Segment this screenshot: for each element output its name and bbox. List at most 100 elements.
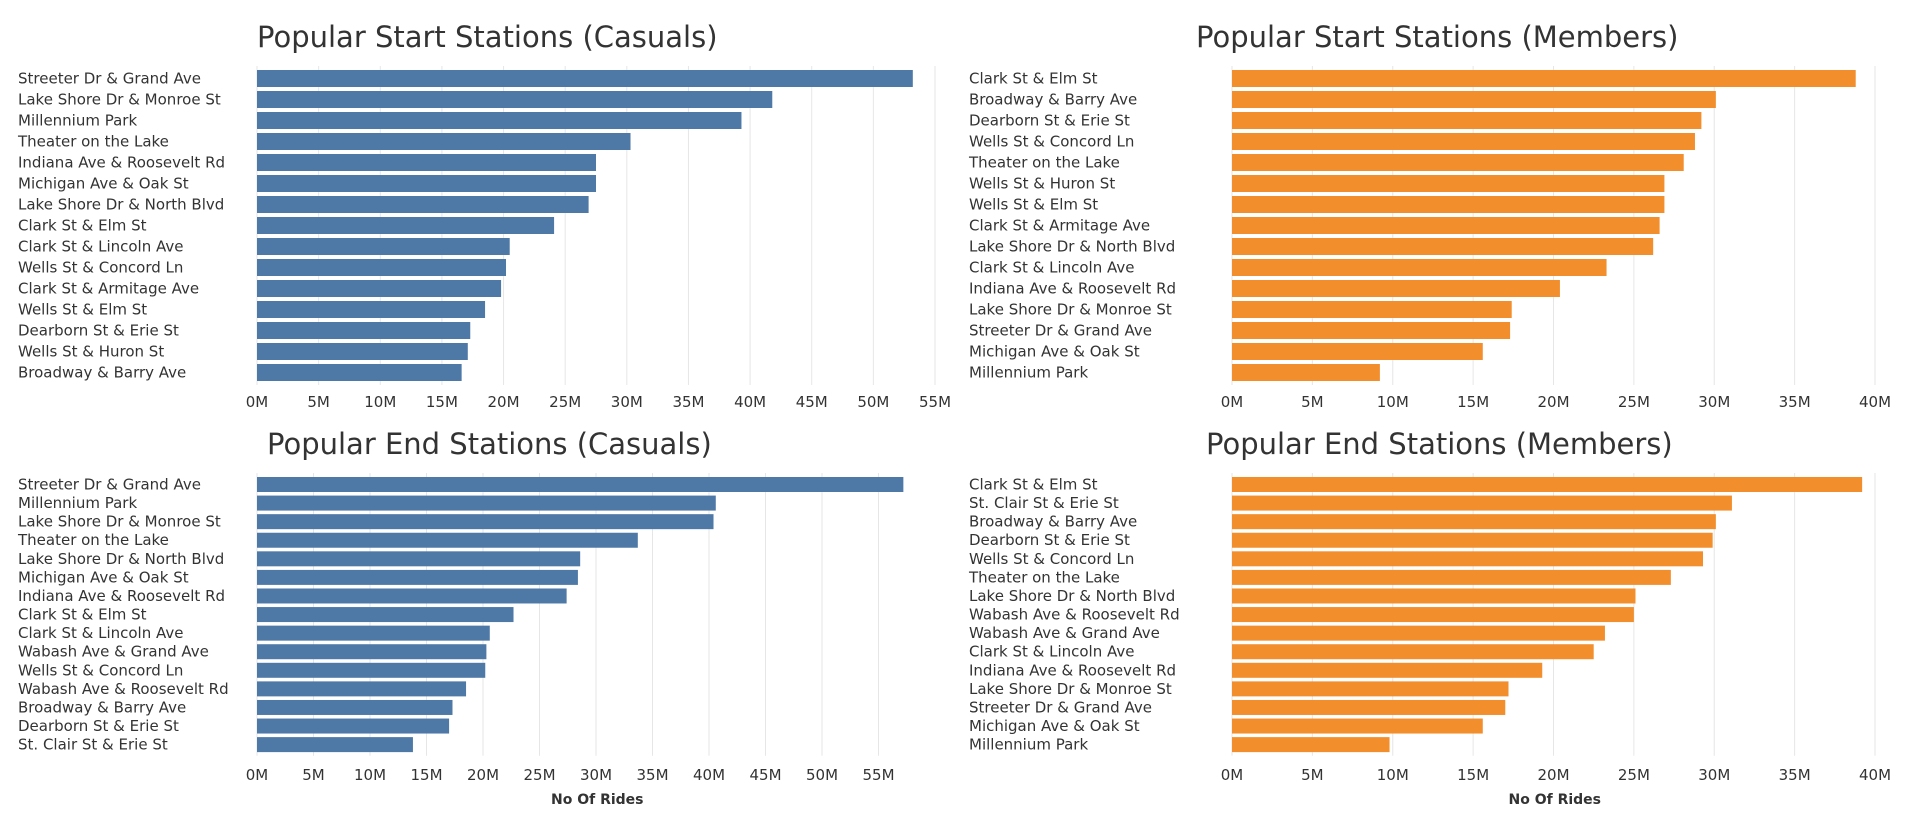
x-tick-label: 15M — [426, 393, 458, 411]
x-tick-label: 55M — [862, 766, 894, 784]
bar — [1232, 737, 1390, 753]
x-tick-label: 35M — [1779, 393, 1811, 411]
category-label: Wells St & Concord Ln — [18, 661, 183, 679]
category-label: Theater on the Lake — [17, 531, 169, 549]
category-label: Clark St & Lincoln Ave — [18, 624, 183, 642]
x-tick-label: 25M — [523, 766, 555, 784]
x-axis-title: No Of Rides — [1508, 792, 1602, 808]
bar — [1232, 301, 1512, 318]
chart-title: Popular Start Stations (Casuals) — [257, 20, 718, 54]
x-tick-label: 30M — [1698, 393, 1730, 411]
bar — [257, 662, 486, 678]
chart-title: Popular End Stations (Members) — [1206, 427, 1673, 461]
bar — [257, 477, 904, 492]
x-tick-label: 55M — [919, 393, 951, 411]
x-tick-label: 20M — [1537, 393, 1569, 411]
category-label: Dearborn St & Erie St — [18, 717, 179, 735]
bar — [1232, 280, 1560, 297]
category-label: Broadway & Barry Ave — [18, 364, 186, 382]
category-label: Theater on the Lake — [968, 154, 1120, 172]
category-label: Millennium Park — [18, 494, 137, 512]
category-label: Streeter Dr & Grand Ave — [969, 698, 1152, 716]
category-label: Clark St & Elm St — [969, 476, 1098, 494]
bar — [257, 259, 507, 276]
category-label: Lake Shore Dr & Monroe St — [18, 513, 221, 531]
bar — [257, 737, 413, 753]
category-label: Wabash Ave & Roosevelt Rd — [969, 606, 1180, 624]
x-tick-label: 5M — [302, 766, 325, 784]
category-label: Michigan Ave & Oak St — [18, 175, 189, 193]
bar — [1232, 699, 1506, 715]
bar — [257, 625, 490, 641]
x-tick-label: 15M — [1457, 766, 1489, 784]
bar — [1232, 514, 1716, 530]
x-tick-label: 30M — [1698, 766, 1730, 784]
category-label: Wells St & Concord Ln — [969, 550, 1134, 568]
bar — [1232, 662, 1543, 678]
bar — [257, 238, 510, 255]
bar — [1232, 644, 1594, 660]
category-label: Dearborn St & Erie St — [969, 112, 1130, 130]
x-tick-label: 0M — [246, 393, 269, 411]
category-label: Clark St & Lincoln Ave — [18, 238, 183, 256]
bar — [257, 364, 462, 381]
category-label: Theater on the Lake — [968, 568, 1120, 586]
x-tick-label: 15M — [410, 766, 442, 784]
category-label: Wells St & Concord Ln — [18, 259, 183, 277]
chart-title: Popular Start Stations (Members) — [1196, 20, 1679, 54]
category-label: Clark St & Armitage Ave — [18, 280, 199, 298]
category-label: Millennium Park — [18, 112, 137, 130]
bar — [257, 718, 450, 734]
x-tick-label: 10M — [354, 766, 386, 784]
category-label: St. Clair St & Erie St — [18, 736, 168, 754]
category-label: Broadway & Barry Ave — [969, 91, 1137, 109]
bar — [257, 551, 581, 567]
x-tick-label: 15M — [1457, 393, 1489, 411]
bar — [257, 681, 467, 697]
bar — [257, 70, 913, 87]
x-tick-label: 40M — [1859, 393, 1891, 411]
bar — [257, 196, 589, 213]
x-tick-label: 40M — [734, 393, 766, 411]
category-label: Indiana Ave & Roosevelt Rd — [969, 661, 1176, 679]
bar — [1232, 259, 1607, 276]
x-tick-label: 5M — [307, 393, 330, 411]
category-label: Michigan Ave & Oak St — [969, 717, 1140, 735]
bar — [1232, 681, 1509, 697]
category-label: Theater on the Lake — [17, 133, 169, 151]
x-tick-label: 20M — [1537, 766, 1569, 784]
x-axis-title: No Of Rides — [551, 792, 644, 808]
bar — [1232, 196, 1665, 213]
bar — [257, 175, 596, 192]
category-label: Clark St & Lincoln Ave — [969, 643, 1134, 661]
bar — [257, 154, 596, 171]
bar — [1232, 70, 1856, 87]
category-label: Dearborn St & Erie St — [18, 322, 179, 340]
x-tick-label: 35M — [1779, 766, 1811, 784]
category-label: Lake Shore Dr & Monroe St — [969, 680, 1172, 698]
bar — [1232, 133, 1695, 150]
bar — [257, 322, 471, 339]
x-tick-label: 0M — [1221, 393, 1244, 411]
bar — [1232, 607, 1634, 623]
x-tick-label: 25M — [1618, 393, 1650, 411]
x-tick-label: 20M — [467, 766, 499, 784]
x-tick-label: 45M — [796, 393, 828, 411]
category-label: Clark St & Elm St — [18, 217, 147, 235]
bar — [257, 133, 631, 150]
category-label: Clark St & Elm St — [18, 606, 147, 624]
bar — [1232, 217, 1660, 234]
category-label: Wabash Ave & Roosevelt Rd — [18, 680, 229, 698]
bar — [257, 607, 514, 623]
x-tick-label: 30M — [580, 766, 612, 784]
category-label: Millennium Park — [969, 736, 1088, 754]
x-tick-label: 25M — [549, 393, 581, 411]
x-tick-label: 40M — [693, 766, 725, 784]
x-tick-label: 5M — [1301, 766, 1324, 784]
bar — [257, 280, 502, 297]
